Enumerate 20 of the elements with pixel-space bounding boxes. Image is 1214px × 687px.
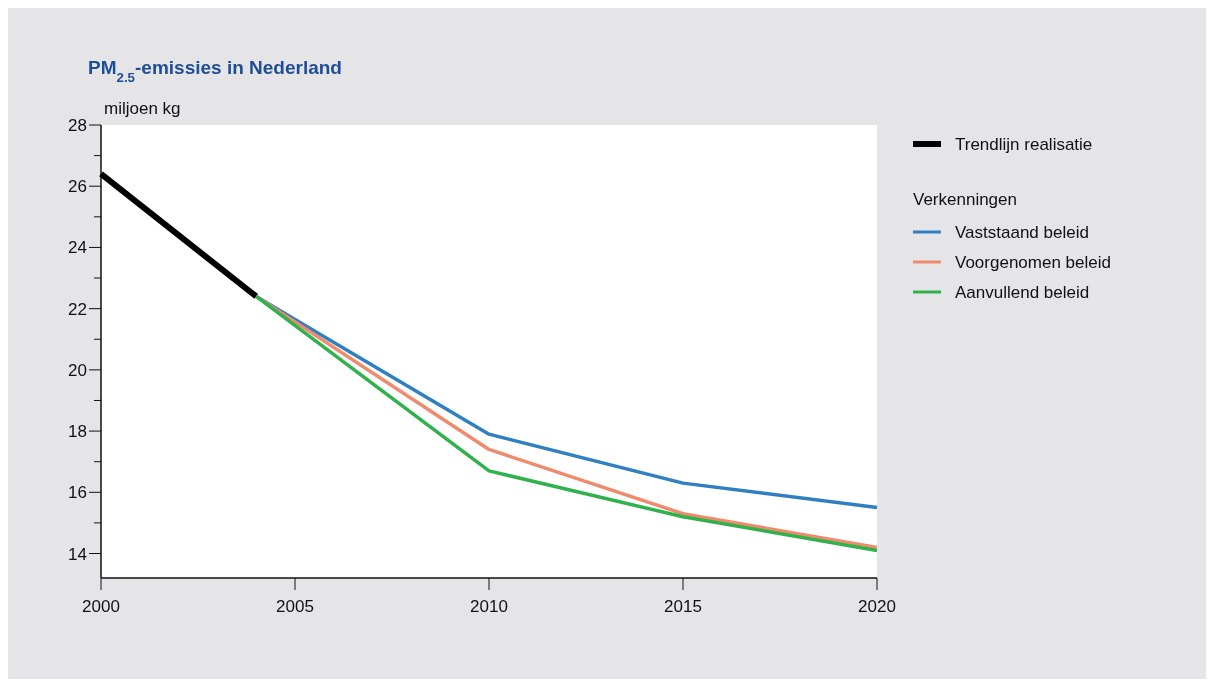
x-tick-label: 2010 — [470, 597, 508, 616]
y-tick-label: 24 — [68, 238, 87, 258]
y-tick-label: 20 — [68, 360, 87, 380]
y-tick-label: 26 — [68, 177, 87, 197]
legend-label: Trendlijn realisatie — [955, 135, 1093, 154]
x-tick-label: 2015 — [664, 597, 702, 616]
legend-title: Verkenningen — [913, 190, 1017, 209]
legend-label: Aanvullend beleid — [955, 283, 1090, 302]
y-tick-label: 16 — [68, 483, 87, 503]
y-tick-label: 22 — [68, 299, 87, 319]
y-tick-label: 28 — [68, 116, 87, 135]
y-tick-label: 18 — [68, 422, 87, 442]
x-tick-label: 2020 — [858, 597, 896, 616]
legend-label: Vaststaand beleid — [955, 223, 1089, 242]
y-axis-title: miljoen kg — [104, 99, 181, 118]
x-tick-label: 2000 — [82, 597, 120, 616]
legend-label: Voorgenomen beleid — [955, 253, 1111, 272]
chart-title: PM$_{2.5}$-emissies in Nederland — [88, 57, 342, 85]
x-tick-label: 2005 — [276, 597, 314, 616]
y-tick-label: 14 — [68, 544, 87, 564]
